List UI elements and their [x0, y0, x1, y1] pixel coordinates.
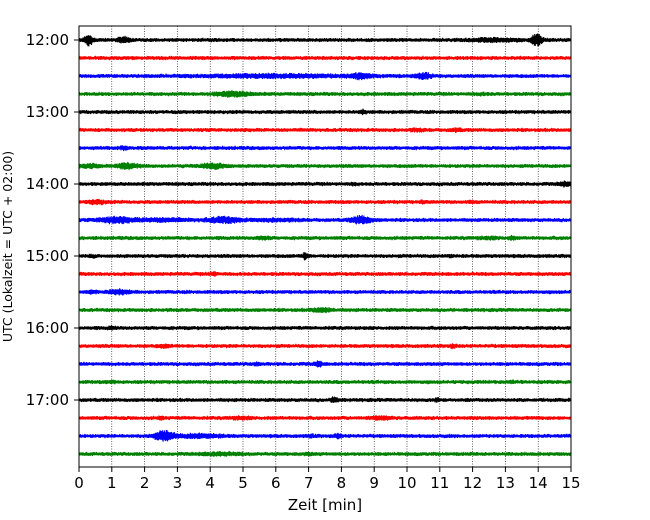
trace-1545 — [78, 307, 572, 314]
trace-1730 — [78, 430, 572, 442]
trace-1430 — [78, 214, 572, 225]
trace-1645 — [78, 379, 572, 385]
trace-1315 — [78, 127, 572, 133]
x-tick-label: 8 — [337, 474, 347, 492]
x-tick-label: 6 — [271, 474, 281, 492]
trace-1400 — [78, 180, 572, 188]
trace-1245 — [78, 90, 572, 98]
y-axis-label: UTC (Lokalzeit = UTC + 02:00) — [0, 151, 15, 342]
grid — [111, 26, 539, 467]
x-tick-label: 14 — [529, 474, 548, 492]
trace-1415 — [78, 198, 572, 206]
trace-1530 — [78, 288, 572, 296]
y-tick-label: 16:00 — [26, 319, 69, 337]
trace-1445 — [78, 234, 572, 241]
trace-1215 — [78, 55, 572, 61]
trace-1515 — [78, 271, 572, 277]
y-tick-label: 12:00 — [26, 31, 69, 49]
traces — [78, 33, 572, 457]
x-tick-label: 5 — [238, 474, 248, 492]
x-tick-label: 0 — [74, 474, 84, 492]
x-tick-label: 11 — [430, 474, 449, 492]
x-tick-label: 3 — [173, 474, 183, 492]
x-tick-label: 2 — [140, 474, 150, 492]
plot-frame — [78, 25, 572, 468]
x-tick-label: 4 — [205, 474, 215, 492]
y-tick-label: 14:00 — [26, 175, 69, 193]
x-tick-label: 9 — [369, 474, 379, 492]
x-tick-label: 10 — [397, 474, 416, 492]
trace-1300 — [78, 108, 572, 116]
y-tick-label: 13:00 — [26, 103, 69, 121]
x-tick-label: 1 — [107, 474, 117, 492]
y-tick-label: 15:00 — [26, 247, 69, 265]
trace-1200 — [78, 33, 572, 47]
trace-1745 — [78, 450, 572, 457]
x-tick-label: 12 — [463, 474, 482, 492]
trace-1345 — [78, 161, 572, 171]
trace-1715 — [78, 415, 572, 421]
trace-1630 — [78, 360, 572, 368]
trace-1330 — [78, 145, 572, 152]
trace-1615 — [78, 343, 572, 350]
x-tick-label: 7 — [304, 474, 314, 492]
y-tick-label: 17:00 — [26, 391, 69, 409]
trace-1500 — [78, 252, 572, 261]
x-axis-label: Zeit [min] — [288, 496, 362, 514]
x-tick-label: 13 — [496, 474, 515, 492]
trace-1600 — [78, 325, 572, 331]
ticks: 0 1 2 3 4 5 6 7 8 9 10 11 12 13 14 1512:0013:0014:0015:… — [26, 31, 581, 492]
trace-1700 — [78, 396, 572, 404]
trace-1230 — [78, 71, 572, 81]
x-tick-label: 15 — [561, 474, 580, 492]
